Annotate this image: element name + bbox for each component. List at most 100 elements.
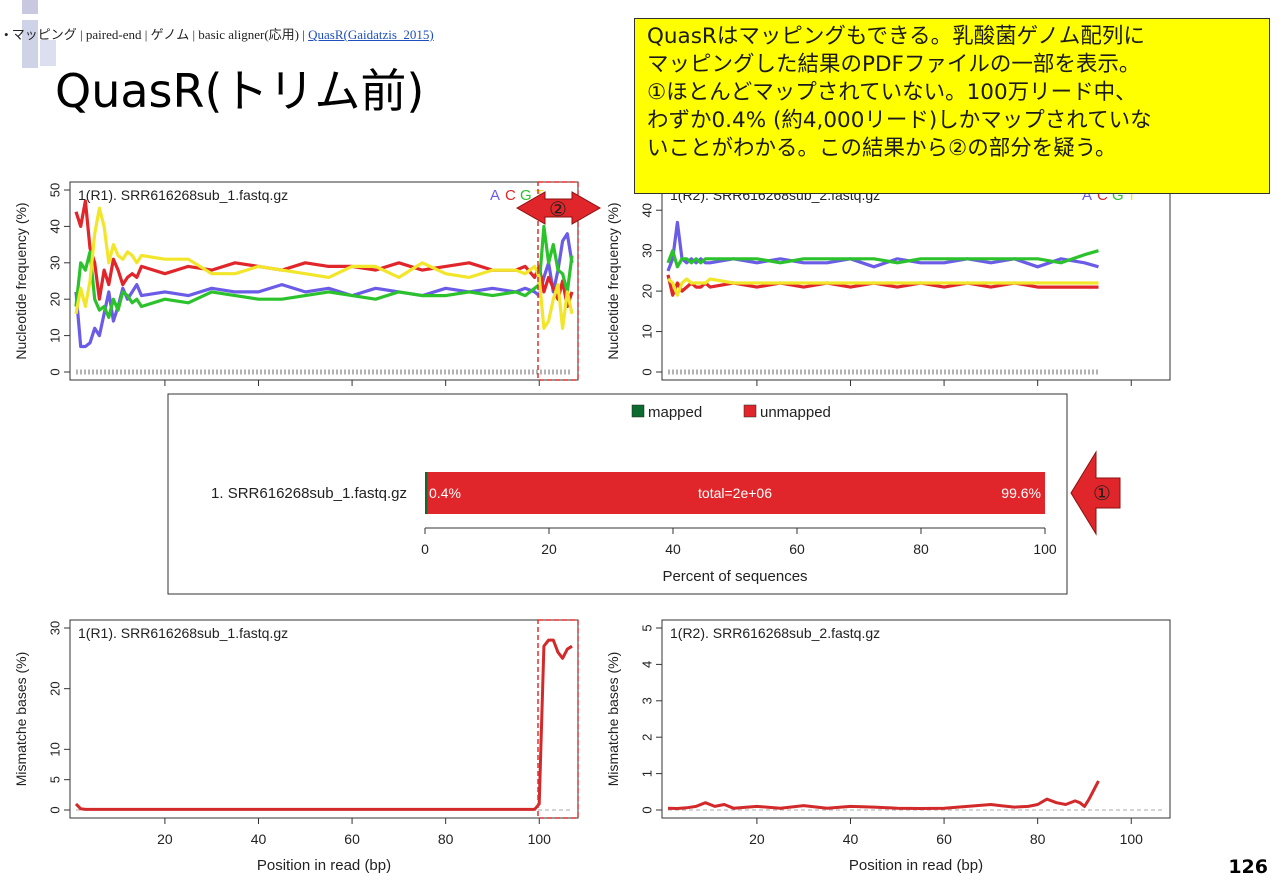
series-line-C: [666, 274, 1099, 297]
highlight-region-top: [537, 181, 579, 381]
bar-xtick-label: 60: [789, 541, 805, 557]
mismatch-4-ylabel: Mismatche bases (%): [605, 652, 621, 787]
mapping-panel-frame: [167, 393, 1068, 595]
decor-square-dark: [22, 0, 38, 14]
mismatch-4-ytick-label: 2: [639, 734, 654, 741]
legend-label-unmapped: unmapped: [760, 404, 831, 421]
mismatch-3-xtick-label: 60: [344, 831, 360, 847]
bar-category-label: 1. SRR616268sub_1.fastq.gz: [211, 485, 407, 502]
nucfreq-0-ylabel: Nucleotide frequency (%): [13, 202, 29, 359]
mismatch-3-frame: [69, 619, 579, 819]
breadcrumb-text: • マッピング | paired-end | ゲノム | basic align…: [4, 27, 309, 42]
bar-xtick-label: 100: [1033, 541, 1057, 557]
legend-A: A: [1082, 187, 1092, 204]
decor-square-mid: [22, 20, 38, 68]
mismatch-3-ytick-label: 5: [47, 776, 62, 783]
nucfreq-0-ytick-label: 10: [47, 328, 62, 342]
series-line-A: [666, 220, 1099, 272]
mismatch-title-4: 1(R2). SRR616268sub_2.fastq.gz: [670, 625, 880, 641]
legend-swatch-mapped: [631, 404, 645, 418]
nucfreq-1-ytick-label: 30: [639, 243, 654, 257]
mismatch-4-ytick-label: 5: [639, 624, 654, 631]
bar-unmapped: [427, 472, 1046, 514]
mismatch-3-ylabel: Mismatche bases (%): [13, 652, 29, 787]
nucfreq-0-ytick-label: 30: [47, 256, 62, 270]
mismatch-line: [667, 780, 1100, 810]
nucfreq-0-ytick-label: 50: [47, 183, 62, 197]
decor-square-light: [40, 40, 56, 66]
callout-box: QuasRはマッピングもできる。乳酸菌ゲノム配列に マッピングした結果のPDFファ…: [634, 18, 1270, 194]
mismatch-xlabel-3: Position in read (bp): [257, 857, 391, 874]
legend-A: A: [490, 187, 500, 204]
marker-2-arrow: [515, 191, 602, 225]
bar-label-total: total=2e+06: [698, 485, 772, 501]
mismatch-4-xtick-label: 20: [749, 831, 765, 847]
bar-mapped: [425, 472, 428, 514]
mismatch-3-xtick-label: 20: [157, 831, 173, 847]
nucfreq-1-ytick-label: 20: [639, 284, 654, 298]
nucfreq-1-frame: [661, 181, 1171, 381]
nucfreq-1-ytick-label: 10: [639, 324, 654, 338]
mismatch-4-xtick-label: 100: [1120, 831, 1144, 847]
nucfreq-1-ytick-label: 40: [639, 203, 654, 217]
highlight-region-bottom: [537, 619, 579, 819]
mismatch-3-xtick-label: 100: [528, 831, 552, 847]
series-line-A: [74, 232, 574, 349]
slide-title: QuasR(トリム前): [55, 64, 425, 118]
nucfreq-1-ylabel: Nucleotide frequency (%): [605, 202, 621, 359]
legend-label-mapped: mapped: [648, 404, 702, 421]
bar-label-unmapped: 99.6%: [1001, 485, 1041, 501]
callout-line: マッピングした結果のPDFファイルの一部を表示。: [647, 52, 1141, 77]
legend-T: T: [1127, 187, 1136, 204]
series-line-T: [666, 277, 1099, 297]
bar-xlabel: Percent of sequences: [662, 568, 807, 585]
series-line-G: [74, 224, 574, 319]
bar-label-mapped: 0.4%: [429, 485, 461, 501]
marker-1-arrow: [1070, 450, 1121, 536]
mismatch-4-ytick-label: 0: [639, 806, 654, 813]
mismatch-4-xtick-label: 80: [1030, 831, 1046, 847]
page-number: 126: [1228, 856, 1268, 878]
marker-1-label: ①: [1093, 483, 1111, 505]
mismatch-3-ytick-label: 20: [47, 681, 62, 695]
callout-line: QuasRはマッピングもできる。乳酸菌ゲノム配列に: [647, 24, 1145, 49]
breadcrumb-link[interactable]: QuasR(Gaidatzis_2015): [308, 27, 434, 42]
nucfreq-0-frame: [69, 181, 579, 381]
callout-line: わずか0.4% (約4,000リード)しかマップされていな: [647, 108, 1152, 133]
legend-swatch-unmapped: [743, 404, 757, 418]
mismatch-3-ytick-label: 30: [47, 621, 62, 635]
mismatch-3-xtick-label: 40: [251, 831, 267, 847]
legend-C: C: [1097, 187, 1108, 204]
bar-xtick-label: 80: [913, 541, 929, 557]
nucfreq-0-ytick-label: 20: [47, 292, 62, 306]
nucfreq-0-ytick-label: 40: [47, 219, 62, 233]
mismatch-4-xtick-label: 60: [936, 831, 952, 847]
mismatch-4-ytick-label: 1: [639, 770, 654, 777]
legend-G: G: [1112, 187, 1124, 204]
bar-xtick-label: 40: [665, 541, 681, 557]
callout-line: ①ほとんどマップされていない。100万リード中、: [647, 80, 1137, 105]
mismatch-xlabel-4: Position in read (bp): [849, 857, 983, 874]
legend-C: C: [505, 187, 516, 204]
mismatch-4-xtick-label: 40: [843, 831, 859, 847]
nucfreq-0-ytick-label: 0: [47, 368, 62, 375]
mismatch-4-ytick-label: 4: [639, 661, 654, 668]
mismatch-3-xtick-label: 80: [438, 831, 454, 847]
series-line-T: [74, 206, 574, 330]
mismatch-title-3: 1(R1). SRR616268sub_1.fastq.gz: [78, 625, 288, 641]
marker-2-label: ②: [549, 199, 567, 221]
nucfreq-1-ytick-label: 0: [639, 368, 654, 375]
nucfreq-title-0: 1(R1). SRR616268sub_1.fastq.gz: [78, 187, 288, 203]
bar-xtick-label: 20: [541, 541, 557, 557]
callout-line: いことがわかる。この結果から②の部分を疑う。: [647, 136, 1117, 161]
bar-xtick-label: 0: [421, 541, 429, 557]
mismatch-3-ytick-label: 10: [47, 742, 62, 756]
mismatch-line: [74, 638, 573, 811]
breadcrumb: • マッピング | paired-end | ゲノム | basic align…: [4, 24, 434, 43]
mismatch-3-ytick-label: 0: [47, 806, 62, 813]
mismatch-4-ytick-label: 3: [639, 697, 654, 704]
legend-G: G: [520, 187, 532, 204]
series-line-G: [666, 249, 1099, 269]
mismatch-4-frame: [661, 619, 1171, 819]
